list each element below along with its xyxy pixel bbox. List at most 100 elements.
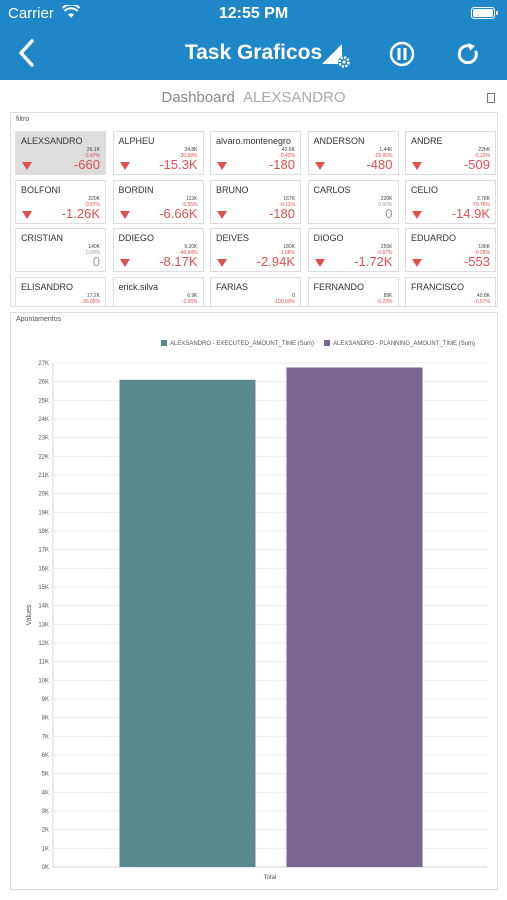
y-tick-label: 23K bbox=[38, 436, 49, 442]
wifi-icon bbox=[62, 5, 80, 18]
y-tick-label: 19K bbox=[38, 510, 49, 516]
filter-tile[interactable]: alvaro.montenegro 42.6K -0.42% -180 bbox=[210, 131, 301, 175]
tile-percent: -36.05% bbox=[81, 298, 100, 305]
y-tick-label: 0K bbox=[42, 865, 49, 871]
battery-icon bbox=[471, 7, 498, 19]
filter-tile[interactable]: erick.silva 6.9K-3.26%-240 bbox=[112, 276, 204, 307]
y-tick-label: 5K bbox=[42, 772, 49, 778]
tile-total: 1.44K bbox=[379, 147, 393, 153]
filter-tile[interactable]: FRANCISCO 40.8K-0.57%-240 bbox=[405, 276, 496, 307]
tile-name: BOLFONI bbox=[21, 184, 61, 195]
tile-percent: -2.47% bbox=[84, 153, 100, 159]
tile-percent: -0.42% bbox=[279, 153, 295, 159]
tile-name: ALPHEU bbox=[118, 136, 155, 146]
tile-name: EDUARDO bbox=[411, 233, 457, 243]
dashboard-sheet: Dashboard ALEXSANDRO filtro ALEXSANDRO 26… bbox=[0, 80, 507, 900]
tile-delta: -480 bbox=[366, 157, 393, 172]
tile-percent: -5.55% bbox=[181, 201, 198, 208]
down-arrow-icon bbox=[119, 259, 130, 267]
down-arrow-icon bbox=[314, 162, 325, 170]
tile-delta: -150 bbox=[366, 303, 392, 307]
y-tick-label: 20K bbox=[38, 492, 49, 498]
tile-name: FRANCISCO bbox=[411, 281, 465, 292]
y-tick-label: 18K bbox=[38, 529, 49, 535]
tile-name: FERNANDO bbox=[313, 281, 365, 292]
page-title: Task Graficos bbox=[184, 41, 323, 64]
tile-total: 40.8K bbox=[476, 292, 490, 299]
export-icon[interactable] bbox=[487, 93, 495, 103]
tile-percent: -5.22% bbox=[474, 153, 490, 159]
x-axis-label: Total bbox=[264, 875, 277, 881]
tile-name: ELISANDRO bbox=[21, 281, 74, 292]
tile-total: 0 bbox=[292, 292, 295, 299]
filter-tile[interactable]: DEIVES 180K -1.58% -2.94K bbox=[210, 228, 301, 272]
chart-panel-label: Apontamentos bbox=[16, 316, 62, 323]
y-tick-label: 21K bbox=[38, 473, 49, 479]
tile-percent: -0.28% bbox=[474, 250, 490, 256]
filter-tile[interactable]: ELISANDRO 17.2K-36.05%-9.66K bbox=[15, 276, 106, 306]
y-tick-label: 2K bbox=[42, 828, 49, 834]
tile-delta: -240 bbox=[171, 303, 197, 307]
pause-icon[interactable] bbox=[386, 38, 418, 70]
filter-tile[interactable]: CELIO 3.78K -79.76% -14.9K bbox=[405, 179, 496, 224]
y-tick-label: 25K bbox=[38, 398, 49, 404]
down-arrow-icon bbox=[217, 259, 227, 267]
filter-tile[interactable]: BORDIN 113K -5.55% -6.66K bbox=[112, 179, 204, 224]
clock: 12:55 PM bbox=[218, 5, 289, 22]
legend-item[interactable]: ALEXSANDRO - EXECUTED_AMOUNT_TIME (Sum) bbox=[161, 340, 315, 347]
tile-percent: -46.94% bbox=[178, 250, 198, 256]
filter-tile[interactable]: ANDERSON 1.44K -25.00% -480 bbox=[307, 131, 399, 175]
carrier-label: Carrier bbox=[8, 5, 54, 22]
tile-total: 22hK bbox=[478, 147, 490, 153]
app-header: Carrier 12:55 PM Task Graficos bbox=[0, 0, 507, 80]
down-arrow-icon bbox=[119, 210, 130, 219]
filter-tile[interactable]: EDUARDO 196K -0.28% -553 bbox=[405, 228, 496, 272]
back-chevron-icon[interactable] bbox=[12, 36, 42, 70]
y-tick-label: 12K bbox=[38, 641, 49, 647]
filter-tile[interactable]: BRUNO 167K -0.11% -180 bbox=[210, 179, 301, 224]
refresh-icon[interactable] bbox=[452, 38, 484, 70]
tile-name: CARLOS bbox=[313, 184, 351, 195]
y-tick-label: 27K bbox=[38, 361, 49, 367]
tile-name: DDIEGO bbox=[118, 233, 155, 243]
tile-total: 3.78K bbox=[476, 195, 490, 202]
tile-total: 220K bbox=[380, 195, 393, 202]
filter-tile[interactable]: ALPHEU 34.8K -30.58% -15.3K bbox=[112, 131, 204, 175]
tile-percent: 0.00% bbox=[378, 201, 393, 208]
filter-tile[interactable]: ALEXSANDRO 26.1K -2.47% -660 bbox=[15, 131, 106, 175]
chart-legend: ALEXSANDRO - EXECUTED_AMOUNT_TIME (Sum) A… bbox=[161, 340, 485, 347]
filter-tile[interactable]: FERNANDO 89K-0.23%-150 bbox=[307, 276, 399, 307]
down-arrow-icon bbox=[22, 162, 32, 170]
tile-delta: -180 bbox=[268, 157, 295, 172]
y-tick-label: 6K bbox=[42, 753, 49, 759]
y-tick-label: 14K bbox=[38, 604, 49, 610]
y-tick-label: 7K bbox=[42, 734, 49, 740]
filter-tile[interactable]: FARIAS 0-100.00%-14.4K bbox=[210, 276, 301, 307]
tile-percent: -25.00% bbox=[373, 153, 393, 159]
filter-tile[interactable]: DDIEGO 9.20K -46.94% -8.17K bbox=[112, 228, 204, 272]
tile-percent: -79.76% bbox=[471, 201, 490, 208]
filter-tile[interactable]: CARLOS 220K 0.00% 0 bbox=[307, 179, 399, 224]
y-tick-label: 3K bbox=[42, 809, 49, 815]
tile-total: 255K bbox=[380, 244, 393, 250]
filter-tile[interactable]: ANDRE 22hK -5.22% -509 bbox=[405, 131, 496, 175]
y-tick-label: 1K bbox=[42, 846, 49, 852]
signal-gear-icon[interactable] bbox=[320, 38, 352, 70]
tile-total: 220K bbox=[88, 195, 100, 202]
tile-percent: -0.57% bbox=[474, 298, 490, 305]
filter-tile[interactable]: CRISTIAN 140K 0.00% 0 bbox=[15, 228, 106, 272]
legend-label: ALEXSANDRO - EXECUTED_AMOUNT_TIME (Sum) bbox=[170, 340, 315, 347]
tile-delta: 0 bbox=[92, 254, 100, 269]
tile-delta: -180 bbox=[268, 205, 295, 221]
tile-delta: -14.4K bbox=[257, 303, 295, 307]
tile-delta: -14.9K bbox=[451, 205, 490, 221]
tile-delta: -1.72K bbox=[354, 254, 393, 269]
y-tick-label: 15K bbox=[38, 585, 49, 591]
dashboard-label: Dashboard bbox=[161, 89, 235, 106]
legend-item[interactable]: ALEXSANDRO - PLANNING_AMOUNT_TIME (Sum) bbox=[324, 340, 475, 347]
filter-tile[interactable]: BOLFONI 220K -0.57% -1.26K bbox=[15, 179, 106, 224]
down-arrow-icon bbox=[412, 259, 422, 267]
tile-delta: -240 bbox=[464, 303, 490, 307]
filter-tile[interactable]: DIOGO 255K -0.67% -1.72K bbox=[307, 228, 399, 272]
navigation-bar: Task Graficos bbox=[0, 28, 507, 80]
